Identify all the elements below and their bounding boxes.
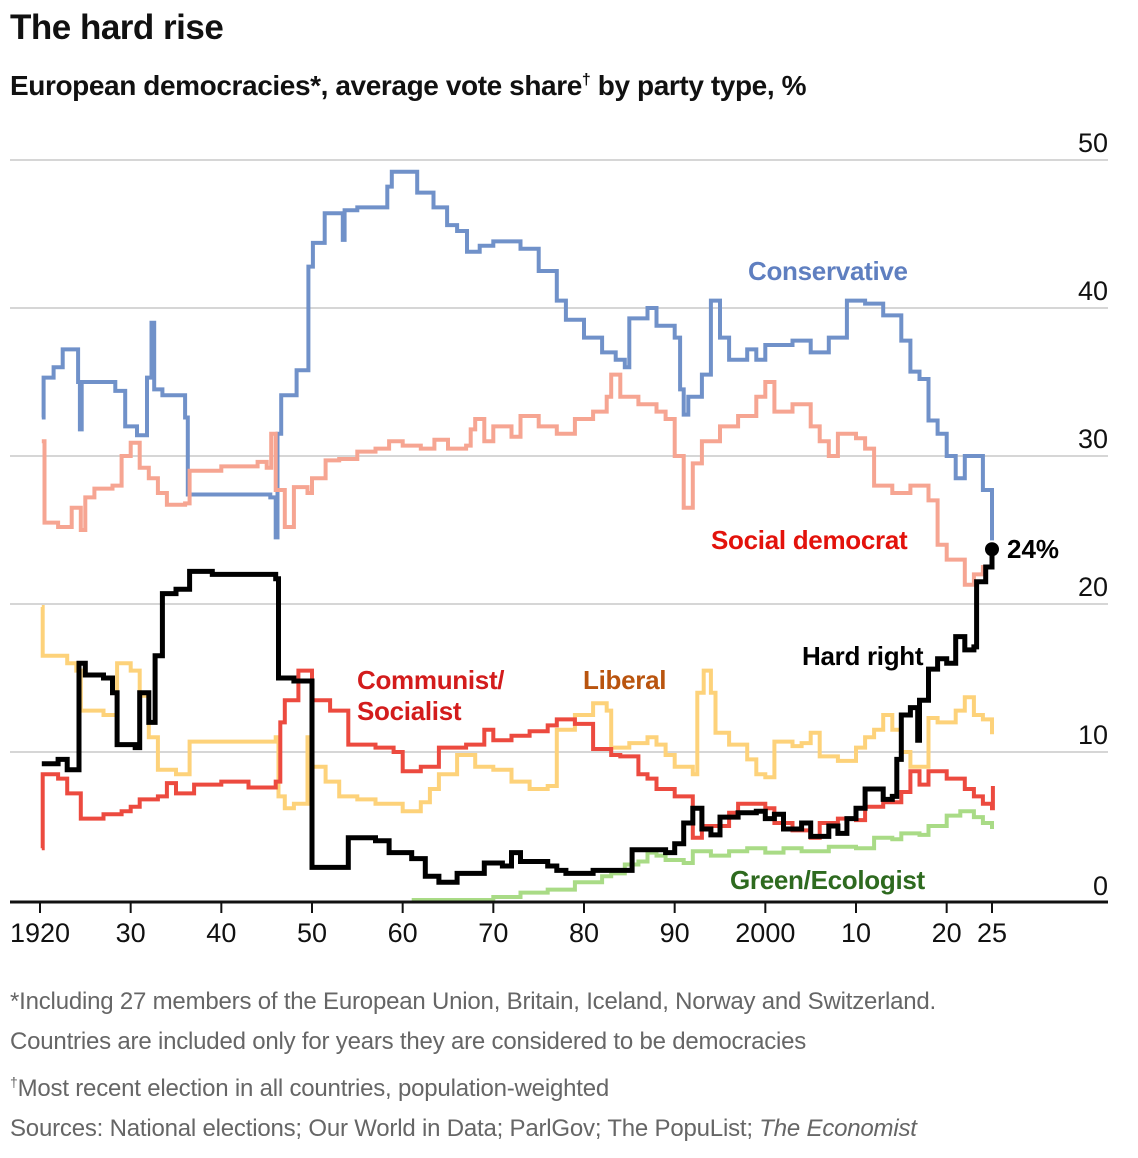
footnotes: *Including 27 members of the European Un…	[10, 982, 936, 1149]
subtitle-end: by party type, %	[590, 70, 807, 101]
series-line-social-democrat	[41, 372, 994, 587]
x-tick-label: 70	[478, 918, 508, 948]
x-tick-label: 25	[977, 918, 1007, 948]
series-line-green-ecologist	[411, 809, 994, 902]
y-tick-label: 10	[1078, 720, 1108, 750]
x-tick-label: 30	[116, 918, 146, 948]
x-tick-label: 90	[660, 918, 690, 948]
y-tick-label: 40	[1078, 276, 1108, 306]
x-tick-label: 80	[569, 918, 599, 948]
x-tick-label: 20	[932, 918, 962, 948]
y-tick-label: 30	[1078, 424, 1108, 454]
label-communist-line2: Socialist	[357, 696, 462, 726]
end-annotation: 24%	[985, 534, 1059, 564]
label-conservative: Conservative	[748, 256, 908, 286]
footnote-3-text: Most recent election in all countries, p…	[17, 1075, 610, 1102]
x-tick-label: 10	[841, 918, 871, 948]
y-tick-label: 20	[1078, 572, 1108, 602]
line-chart: 0 10 20 30 40 50 1920 30 40 50 60 70 80 90 2000 10 20 25…	[10, 128, 1108, 948]
chart-title: The hard rise	[10, 8, 224, 47]
label-green-ecologist: Green/Ecologist	[730, 865, 925, 895]
series-line-liberal	[40, 605, 994, 814]
x-tick-label: 2000	[735, 918, 795, 948]
label-communist-socialist: Communist/Socialist	[357, 665, 505, 727]
chart-subtitle: European democracies*, average vote shar…	[10, 70, 807, 102]
series-lines	[40, 169, 995, 902]
sources-text: Sources: National elections; Our World i…	[10, 1115, 760, 1142]
footnote-3: †Most recent election in all countries, …	[10, 1062, 936, 1109]
label-social-democrat: Social democrat	[711, 525, 908, 555]
sources: Sources: National elections; Our World i…	[10, 1109, 936, 1149]
x-tick-label: 40	[206, 918, 236, 948]
y-tick-label: 0	[1093, 871, 1108, 901]
x-axis: 1920 30 40 50 60 70 80 90 2000 10 20 25	[10, 900, 1108, 948]
end-value-label: 24%	[1007, 534, 1059, 564]
y-tick-label: 50	[1078, 128, 1108, 158]
series-line-conservative	[41, 169, 994, 541]
subtitle-text: European democracies*, average vote shar…	[10, 70, 582, 101]
subtitle-dagger: †	[581, 71, 591, 89]
x-tick-label: 50	[297, 918, 327, 948]
end-point-marker	[985, 542, 999, 557]
x-tick-label: 60	[388, 918, 418, 948]
series-line-communist-socialist	[40, 668, 995, 851]
footnote-1: *Including 27 members of the European Un…	[10, 988, 936, 1015]
label-hard-right: Hard right	[802, 641, 924, 671]
footnote-2: Countries are included only for years th…	[10, 1028, 807, 1055]
label-liberal: Liberal	[583, 665, 667, 695]
sources-economist: The Economist	[759, 1115, 917, 1142]
x-tick-label: 1920	[10, 918, 70, 948]
gridlines: 0 10 20 30 40 50	[10, 128, 1108, 901]
footnote-dagger: †	[10, 1074, 18, 1090]
label-communist-line1: Communist/	[357, 665, 505, 695]
series-line-hard-right	[41, 549, 995, 885]
